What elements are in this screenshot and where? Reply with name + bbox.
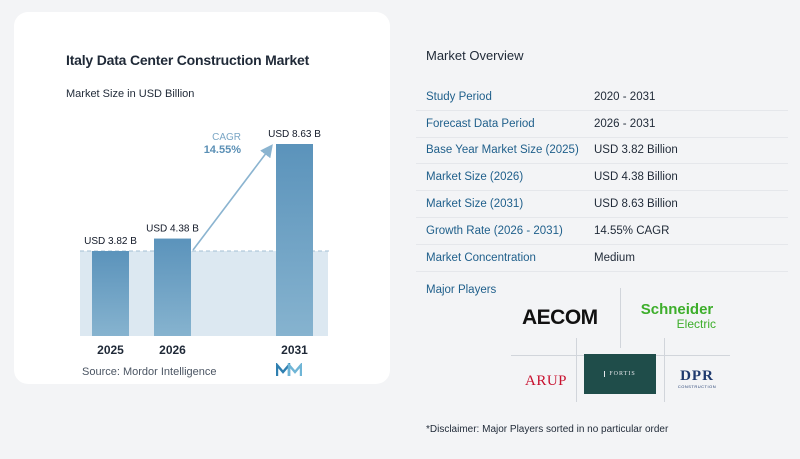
fortis-logo: FORTIS xyxy=(584,354,656,394)
bar-value-label: USD 8.63 B xyxy=(268,129,321,140)
bar-value-label: USD 3.82 B xyxy=(84,236,137,247)
category-label: 2031 xyxy=(281,343,308,357)
chart-subtitle: Market Size in USD Billion xyxy=(66,88,195,100)
dpr-logo: DPR CONSTRUCTION xyxy=(674,368,720,390)
chart-title: Italy Data Center Construction Market xyxy=(66,52,310,68)
category-label: 2026 xyxy=(159,343,186,357)
row-label: Growth Rate (2026 - 2031) xyxy=(426,224,563,237)
table-row: Base Year Market Size (2025) USD 3.82 Bil… xyxy=(416,138,788,165)
disclaimer-text: *Disclaimer: Major Players sorted in no … xyxy=(426,424,669,435)
aecom-logo: AECOM xyxy=(522,306,598,329)
table-row: Market Concentration Medium xyxy=(416,245,788,272)
row-label: Base Year Market Size (2025) xyxy=(426,144,579,157)
dpr-logo-text: DPR xyxy=(680,368,714,384)
row-value: USD 4.38 Billion xyxy=(594,171,678,184)
table-row: Study Period 2020 - 2031 xyxy=(416,84,788,111)
overview-table: Study Period 2020 - 2031 Forecast Data Pe… xyxy=(416,84,788,272)
grid-divider xyxy=(664,338,665,402)
row-value: 2020 - 2031 xyxy=(594,90,656,103)
market-overview-title: Market Overview xyxy=(426,48,524,63)
dpr-logo-subtext: CONSTRUCTION xyxy=(677,384,717,389)
cagr-label: CAGR xyxy=(212,132,241,143)
row-value: USD 3.82 Billion xyxy=(594,144,678,157)
schneider-logo: Schneider Electric xyxy=(632,302,722,332)
fortis-logo-text: FORTIS xyxy=(604,371,635,377)
grid-divider xyxy=(576,338,577,402)
row-value: Medium xyxy=(594,251,635,264)
row-label: Market Size (2031) xyxy=(426,198,524,211)
row-value: 2026 - 2031 xyxy=(594,117,656,130)
table-row: Market Size (2031) USD 8.63 Billion xyxy=(416,191,788,218)
bar-2031 xyxy=(276,144,313,336)
bar-value-label: USD 4.38 B xyxy=(146,224,199,235)
table-row: Forecast Data Period 2026 - 2031 xyxy=(416,111,788,138)
bar-2026 xyxy=(154,238,191,336)
cagr-value: 14.55% xyxy=(204,144,242,156)
major-players-label: Major Players xyxy=(426,284,497,296)
schneider-logo-line2: Electric xyxy=(676,317,716,331)
row-label: Forecast Data Period xyxy=(426,117,535,130)
schneider-logo-line1: Schneider xyxy=(640,301,714,318)
bar-2025 xyxy=(92,251,129,336)
row-label: Study Period xyxy=(426,90,492,103)
category-label: 2025 xyxy=(97,343,124,357)
mordor-logo-icon xyxy=(276,363,302,376)
table-row: Market Size (2026) USD 4.38 Billion xyxy=(416,164,788,192)
row-value: 14.55% CAGR xyxy=(594,224,670,237)
row-value: USD 8.63 Billion xyxy=(594,198,678,211)
table-row: Growth Rate (2026 - 2031) 14.55% CAGR xyxy=(416,218,788,245)
arup-logo: ARUP xyxy=(525,373,568,389)
grid-divider xyxy=(620,288,621,348)
growth-arrow xyxy=(192,144,273,251)
bar-chart: USD 3.82 B 2025 USD 4.38 B 2026 USD 8.63 B 20… xyxy=(80,129,330,357)
source-text: Source: Mordor Intelligence xyxy=(82,366,217,378)
row-label: Market Concentration xyxy=(426,251,536,264)
row-label: Market Size (2026) xyxy=(426,171,524,184)
